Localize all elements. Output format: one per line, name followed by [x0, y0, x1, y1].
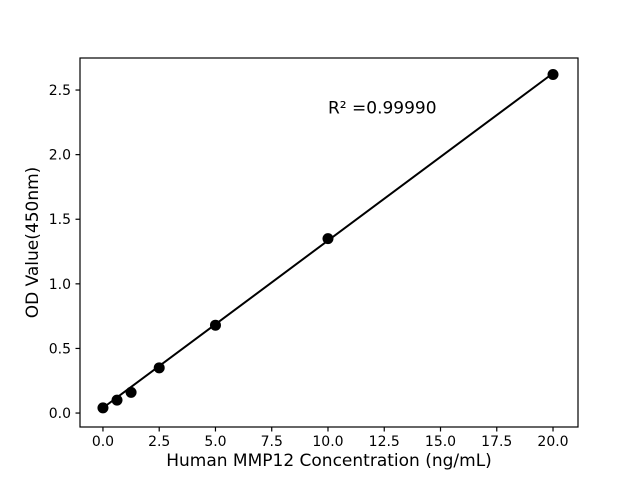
y-tick-label: 0.5	[49, 341, 71, 357]
x-tick-label: 0.0	[92, 434, 114, 450]
x-tick-label: 20.0	[537, 434, 568, 450]
x-tick-label: 5.0	[204, 434, 226, 450]
y-tick-label: 1.0	[49, 277, 71, 293]
x-axis-label: Human MMP12 Concentration (ng/mL)	[166, 451, 492, 471]
data-point	[111, 394, 123, 406]
x-tick-label: 10.0	[312, 434, 343, 450]
data-point	[209, 319, 221, 331]
data-point	[97, 402, 109, 414]
r-squared-annotation: R² =0.99990	[328, 98, 437, 118]
x-tick-label: 2.5	[148, 434, 170, 450]
x-tick-label: 12.5	[369, 434, 400, 450]
x-tick-label: 17.5	[481, 434, 512, 450]
x-tick-label: 7.5	[261, 434, 283, 450]
y-axis-label: OD Value(450nm)	[23, 167, 43, 319]
plot-area-border	[79, 57, 579, 428]
y-tick-label: 2.0	[49, 148, 71, 164]
data-point	[125, 386, 137, 398]
plot-generated-layer: 0.0 2.5 5.0 7.5 10.0 12.5 15.0 17.5 20.0 0.0 0.5 1.…	[49, 57, 579, 450]
y-tick-label: 2.5	[49, 83, 71, 99]
data-point	[547, 69, 559, 81]
data-point	[322, 233, 334, 245]
x-tick-label: 15.0	[425, 434, 456, 450]
y-tick-label: 1.5	[49, 212, 71, 228]
data-point	[153, 362, 165, 374]
y-tick-label: 0.0	[49, 406, 71, 422]
